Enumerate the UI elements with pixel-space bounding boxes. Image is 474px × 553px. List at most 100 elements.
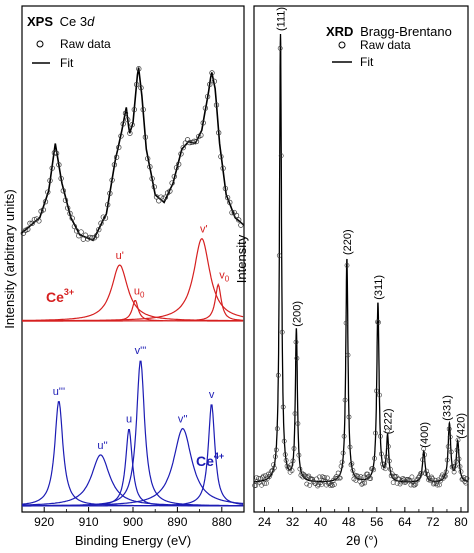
xrd-raw-point xyxy=(432,477,438,483)
xps-raw-point xyxy=(213,102,220,108)
xrd-raw-point xyxy=(344,262,350,268)
xrd-legend-raw-label: Raw data xyxy=(360,38,411,52)
xps-peak-label: u''' xyxy=(53,386,65,398)
xrd-raw-point xyxy=(373,430,378,436)
xrd-raw-point xyxy=(446,426,452,432)
xps-raw-point xyxy=(218,153,224,160)
xrd-raw-point xyxy=(318,480,323,485)
xps-raw-point xyxy=(113,154,120,160)
xrd-x-tick-label: 64 xyxy=(398,515,412,529)
xrd-raw-point xyxy=(381,461,387,467)
xrd-raw-point xyxy=(391,473,397,479)
xps-raw-point xyxy=(236,217,242,223)
xps-legend: Raw data Fit xyxy=(32,37,111,70)
xrd-peak-label: (222) xyxy=(383,409,395,435)
xrd-raw-point xyxy=(412,482,418,488)
xrd-legend-fit-label: Fit xyxy=(360,55,374,69)
xrd-raw-point xyxy=(293,339,299,345)
xps-raw-point xyxy=(105,202,111,208)
xps-raw-point xyxy=(138,85,144,91)
xrd-raw-point xyxy=(374,388,379,394)
xrd-raw-point xyxy=(331,482,337,487)
xrd-raw-point xyxy=(422,452,427,458)
xps-peak-label: u xyxy=(126,414,132,426)
xrd-raw-point xyxy=(449,464,455,470)
xps-raw-point xyxy=(122,110,129,116)
xps-peak-label: v0 xyxy=(219,270,230,284)
xrd-raw-point xyxy=(430,476,435,482)
xrd-raw-point xyxy=(319,482,324,488)
xps-raw-point xyxy=(131,106,137,113)
xrd-raw-point xyxy=(433,481,439,486)
xrd-peak-label: (331) xyxy=(441,395,453,421)
xps-raw-point xyxy=(200,120,206,126)
xrd-raw-point xyxy=(456,456,462,462)
xrd-raw-point xyxy=(341,433,347,439)
xrd-fit-line xyxy=(253,33,469,483)
xrd-raw-point xyxy=(274,426,280,432)
xrd-x-axis: 24 32 40 48 56 64 72 80 xyxy=(258,507,468,529)
xrd-raw-point xyxy=(457,464,463,469)
xrd-raw-point xyxy=(280,404,286,410)
xps-peak-label: u0 xyxy=(134,285,145,299)
xps-raw-point xyxy=(49,165,55,171)
xps-peak-label: u'' xyxy=(97,440,107,452)
xps-raw-point xyxy=(169,180,175,186)
xrd-raw-point xyxy=(347,444,353,450)
xrd-raw-point xyxy=(450,463,456,469)
xrd-x-tick-label: 32 xyxy=(286,515,300,529)
xrd-peak-label: (400) xyxy=(419,422,431,448)
xps-total-spectrum xyxy=(20,66,245,242)
ce4-label: Ce4+ xyxy=(196,451,224,469)
xrd-peak-label: (111) xyxy=(276,7,288,31)
xrd-raw-point xyxy=(377,392,382,398)
xrd-raw-point xyxy=(463,480,469,486)
xrd-x-tick-label: 80 xyxy=(454,515,468,529)
xps-raw-point xyxy=(118,133,124,139)
xps-raw-point xyxy=(51,150,58,156)
xrd-raw-point xyxy=(281,438,287,444)
xrd-raw-point xyxy=(370,466,375,471)
xps-raw-point xyxy=(176,161,182,167)
xps-raw-point xyxy=(127,130,133,136)
xrd-raw-point xyxy=(275,372,281,378)
xrd-raw-point xyxy=(273,447,279,453)
xrd-raw-point xyxy=(314,476,319,482)
xps-raw-point xyxy=(233,212,240,219)
xrd-raw-point xyxy=(390,480,396,485)
xps-raw-point xyxy=(93,232,100,239)
xps-x-tick-label: 920 xyxy=(34,515,54,529)
xps-raw-point xyxy=(224,194,231,201)
xps-raw-point xyxy=(220,165,226,171)
xps-raw-point xyxy=(238,222,244,228)
xps-raw-point xyxy=(204,93,211,100)
xps-panel: XPS Ce 3d Raw data Fit u'u0v'v0 u'''u''u… xyxy=(2,5,245,548)
xrd-raw-point xyxy=(288,462,294,468)
xps-x-tick-label: 880 xyxy=(212,515,232,529)
xrd-raw-point xyxy=(278,153,284,159)
xrd-raw-point xyxy=(368,476,373,481)
xrd-raw-point xyxy=(352,472,358,478)
xrd-raw-point xyxy=(376,319,381,325)
xps-raw-point xyxy=(216,130,222,136)
xps-raw-point xyxy=(133,81,140,88)
xps-legend-raw-label: Raw data xyxy=(60,37,111,51)
xps-x-axis: 920 910 900 890 880 xyxy=(21,507,245,529)
xrd-raw-point xyxy=(350,467,356,473)
xrd-raw-point xyxy=(443,469,449,475)
xrd-raw-point xyxy=(296,452,302,458)
xps-raw-point xyxy=(89,235,95,241)
xrd-raw-point xyxy=(294,355,300,361)
xps-raw-point xyxy=(140,106,146,113)
xps-raw-point xyxy=(27,220,33,226)
xps-raw-point xyxy=(25,226,31,232)
xrd-raw-point xyxy=(289,468,295,473)
xrd-raw-point xyxy=(454,447,460,453)
xps-component-peak xyxy=(22,404,244,507)
xrd-raw-point xyxy=(291,446,297,451)
xps-raw-point xyxy=(102,215,109,221)
xps-raw-point xyxy=(191,138,197,144)
xrd-peak-label: (220) xyxy=(342,229,354,255)
xrd-raw-point xyxy=(259,482,264,488)
